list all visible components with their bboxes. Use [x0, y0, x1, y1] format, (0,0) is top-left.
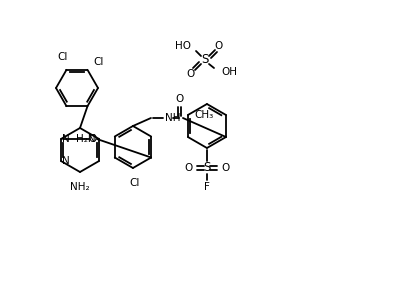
Text: NH₂: NH₂ — [70, 182, 90, 192]
Text: CH₃: CH₃ — [194, 110, 213, 120]
Text: O: O — [184, 163, 192, 173]
Text: NH: NH — [164, 113, 180, 123]
Text: O: O — [89, 134, 97, 144]
Text: H₂N: H₂N — [76, 134, 96, 144]
Text: Cl: Cl — [93, 57, 104, 67]
Text: O: O — [214, 41, 223, 51]
Text: O: O — [220, 163, 229, 173]
Text: HO: HO — [175, 41, 190, 51]
Text: OH: OH — [220, 67, 237, 77]
Text: N: N — [62, 156, 70, 166]
Text: O: O — [186, 69, 195, 79]
Text: S: S — [203, 162, 210, 175]
Text: F: F — [203, 182, 209, 192]
Text: S: S — [201, 54, 208, 66]
Text: Cl: Cl — [57, 52, 68, 62]
Text: Cl: Cl — [130, 178, 140, 188]
Text: O: O — [175, 94, 183, 104]
Text: N: N — [62, 134, 70, 144]
